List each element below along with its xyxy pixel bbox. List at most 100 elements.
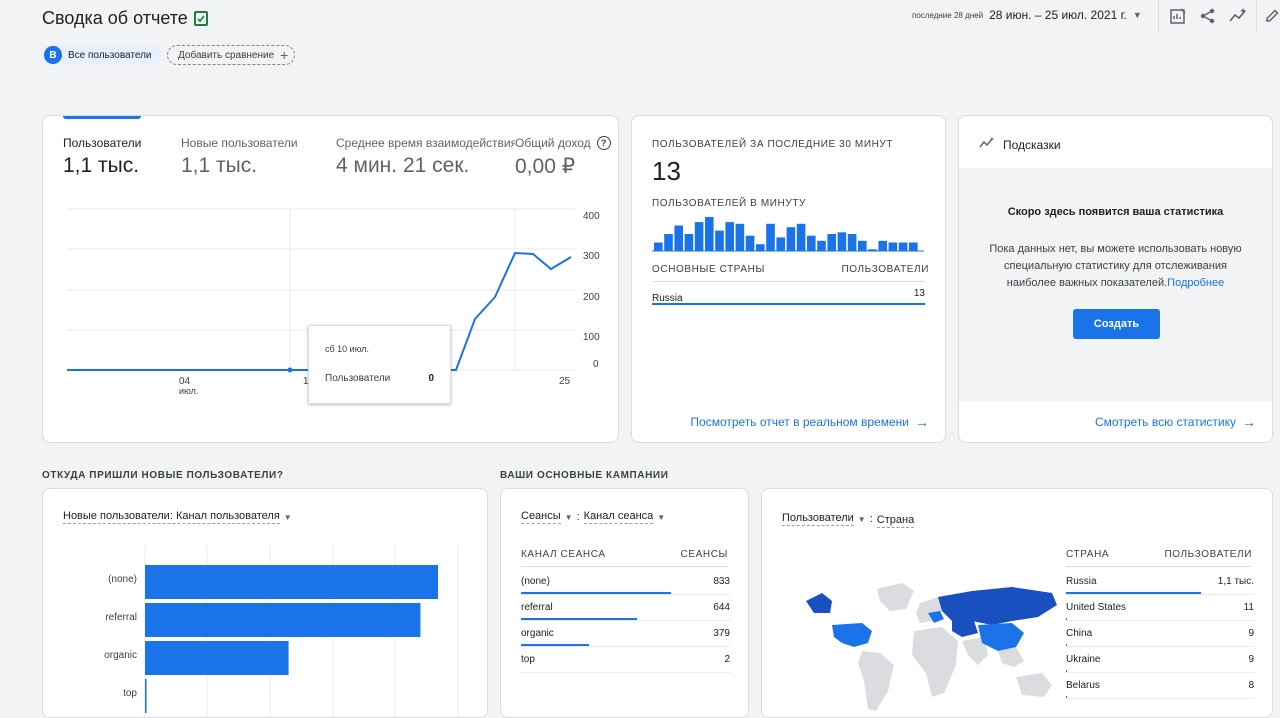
x-tick-04-sub: июл. [179, 386, 198, 396]
per-minute-bar[interactable] [898, 242, 908, 252]
per-minute-bar[interactable] [858, 240, 867, 251]
acquisition-selector[interactable]: Новые пользователи: Канал пользователя ▼ [63, 510, 292, 524]
table-row[interactable]: referral 644 [521, 595, 730, 621]
row-name: Ukraine [1066, 654, 1101, 665]
create-button[interactable]: Создать [1073, 309, 1160, 339]
per-minute-bar[interactable] [786, 227, 796, 251]
selected-tab-indicator [63, 116, 141, 119]
channel-bar[interactable] [145, 565, 438, 599]
row-value: 8 [1248, 680, 1254, 691]
per-minute-bar[interactable] [776, 237, 785, 251]
acquisition-card: Новые пользователи: Канал пользователя ▼… [42, 488, 488, 718]
arrow-right-icon: → [1242, 414, 1256, 430]
per-minute-bar[interactable] [725, 222, 734, 251]
edit-pencil-icon[interactable] [1260, 4, 1280, 28]
learn-more-link[interactable]: Подробнее [1167, 277, 1225, 289]
per-minute-bar[interactable] [654, 242, 663, 252]
table-row[interactable]: organic 379 [521, 621, 730, 647]
row-share-bar [1066, 644, 1068, 646]
channel-bar[interactable] [145, 641, 289, 675]
per-minute-bar[interactable] [705, 217, 714, 251]
per-minute-bar[interactable] [817, 240, 826, 251]
map-usa [832, 623, 872, 647]
map-south-asia [962, 637, 988, 665]
per-minute-bar[interactable] [868, 249, 877, 251]
table-row[interactable]: Belarus 8 [1066, 673, 1254, 699]
help-icon[interactable]: ? [596, 136, 611, 150]
per-minute-bar[interactable] [756, 244, 765, 251]
table-row[interactable]: China 9 [1066, 621, 1254, 647]
metric-tab-revenue[interactable]: Общий доход ? 0,00 ₽ [515, 136, 611, 179]
metric-tab-new-users[interactable]: Новые пользователи 1,1 тыс. [181, 136, 298, 177]
per-minute-bar[interactable] [909, 242, 918, 252]
share-icon[interactable] [1196, 4, 1220, 28]
per-minute-bar[interactable] [735, 223, 745, 251]
per-minute-bar[interactable] [664, 234, 673, 251]
map-greenland [877, 583, 914, 611]
campaigns-metric-selector[interactable]: Сеансы ▼ [521, 510, 573, 524]
per-minute-bar[interactable] [888, 242, 898, 252]
row-share-bar [1066, 618, 1068, 620]
row-value: 379 [713, 628, 730, 639]
per-minute-bar[interactable] [807, 235, 816, 251]
per-minute-bar[interactable] [878, 240, 887, 251]
per-minute-bar[interactable] [715, 230, 724, 251]
row-name: organic [521, 628, 554, 639]
per-minute-bar[interactable] [837, 232, 847, 251]
arrow-right-icon: → [915, 414, 929, 430]
row-share-bar [652, 303, 925, 305]
per-minute-bar[interactable] [847, 234, 857, 251]
per-minute-bar[interactable] [796, 223, 806, 251]
realtime-report-link[interactable]: Посмотреть отчет в реальном времени → [690, 414, 929, 430]
all-insights-link[interactable]: Смотреть всю статистику → [1095, 414, 1256, 430]
geo-card: Пользователи ▼ : Страна Страна Пользоват… [761, 488, 1273, 718]
row-name: Belarus [1066, 680, 1100, 691]
y-tick-400: 400 [583, 211, 600, 222]
add-comparison-button[interactable]: Добавить сравнение + [167, 45, 296, 65]
row-share-bar [1066, 696, 1068, 698]
world-map [806, 583, 1057, 711]
table-row[interactable]: Russia 13 [652, 288, 925, 305]
per-minute-bar[interactable] [766, 223, 775, 251]
channel-bar[interactable] [145, 679, 147, 713]
realtime-users-value: 13 [652, 156, 681, 186]
map-china [978, 623, 1024, 651]
table-row[interactable]: Russia 1,1 тыс. [1066, 569, 1254, 595]
per-minute-bar[interactable] [674, 225, 683, 252]
metric-tab-users[interactable]: Пользователи 1,1 тыс. [63, 136, 142, 177]
y-tick-200: 200 [583, 292, 600, 303]
campaigns-card: Сеансы ▼ : Канал сеанса ▼ Канал сеанса С… [500, 488, 749, 718]
caret-down-icon: ▼ [857, 514, 866, 524]
table-row[interactable]: United States 11 [1066, 595, 1254, 621]
insights-icon[interactable] [1226, 4, 1250, 28]
x-tick-25: 25 [559, 376, 571, 387]
geo-dimension-selector[interactable]: Страна [876, 514, 915, 528]
geo-metric-selector[interactable]: Пользователи ▼ [782, 512, 866, 526]
metric-tab-engagement-time[interactable]: Среднее время взаимодействия 4 мин. 21 с… [336, 136, 518, 177]
map-africa [912, 627, 958, 697]
acquisition-bar-chart: (none) referral organic top [104, 545, 459, 717]
per-minute-bar[interactable] [745, 235, 755, 251]
per-minute-bar[interactable] [684, 234, 694, 251]
channel-bar[interactable] [145, 603, 421, 637]
table-row[interactable]: Ukraine 9 [1066, 647, 1254, 673]
caret-down-icon: ▼ [1132, 10, 1142, 20]
row-name: China [1066, 628, 1093, 639]
date-range-picker[interactable]: последние 28 дней 28 июн. – 25 июл. 2021… [912, 8, 1142, 22]
table-row[interactable]: top 2 [521, 647, 730, 673]
row-share-bar [521, 592, 672, 594]
caret-down-icon: ▼ [564, 512, 573, 522]
map-australia [1016, 673, 1052, 697]
per-minute-bar[interactable] [694, 222, 704, 251]
per-minute-bar[interactable] [827, 234, 836, 251]
table-row[interactable]: (none) 833 [521, 569, 730, 595]
row-value: 11 [1243, 602, 1254, 613]
customize-report-icon[interactable] [1166, 4, 1190, 28]
map-se-asia [998, 647, 1024, 667]
row-name: (none) [521, 576, 550, 587]
plus-icon: + [280, 47, 289, 63]
segment-chip-all-users[interactable]: B Все пользователи [42, 45, 162, 65]
overview-card: Пользователи 1,1 тыс. Новые пользователи… [42, 115, 619, 443]
caret-down-icon: ▼ [283, 512, 292, 522]
campaigns-dimension-selector[interactable]: Канал сеанса ▼ [583, 510, 666, 524]
